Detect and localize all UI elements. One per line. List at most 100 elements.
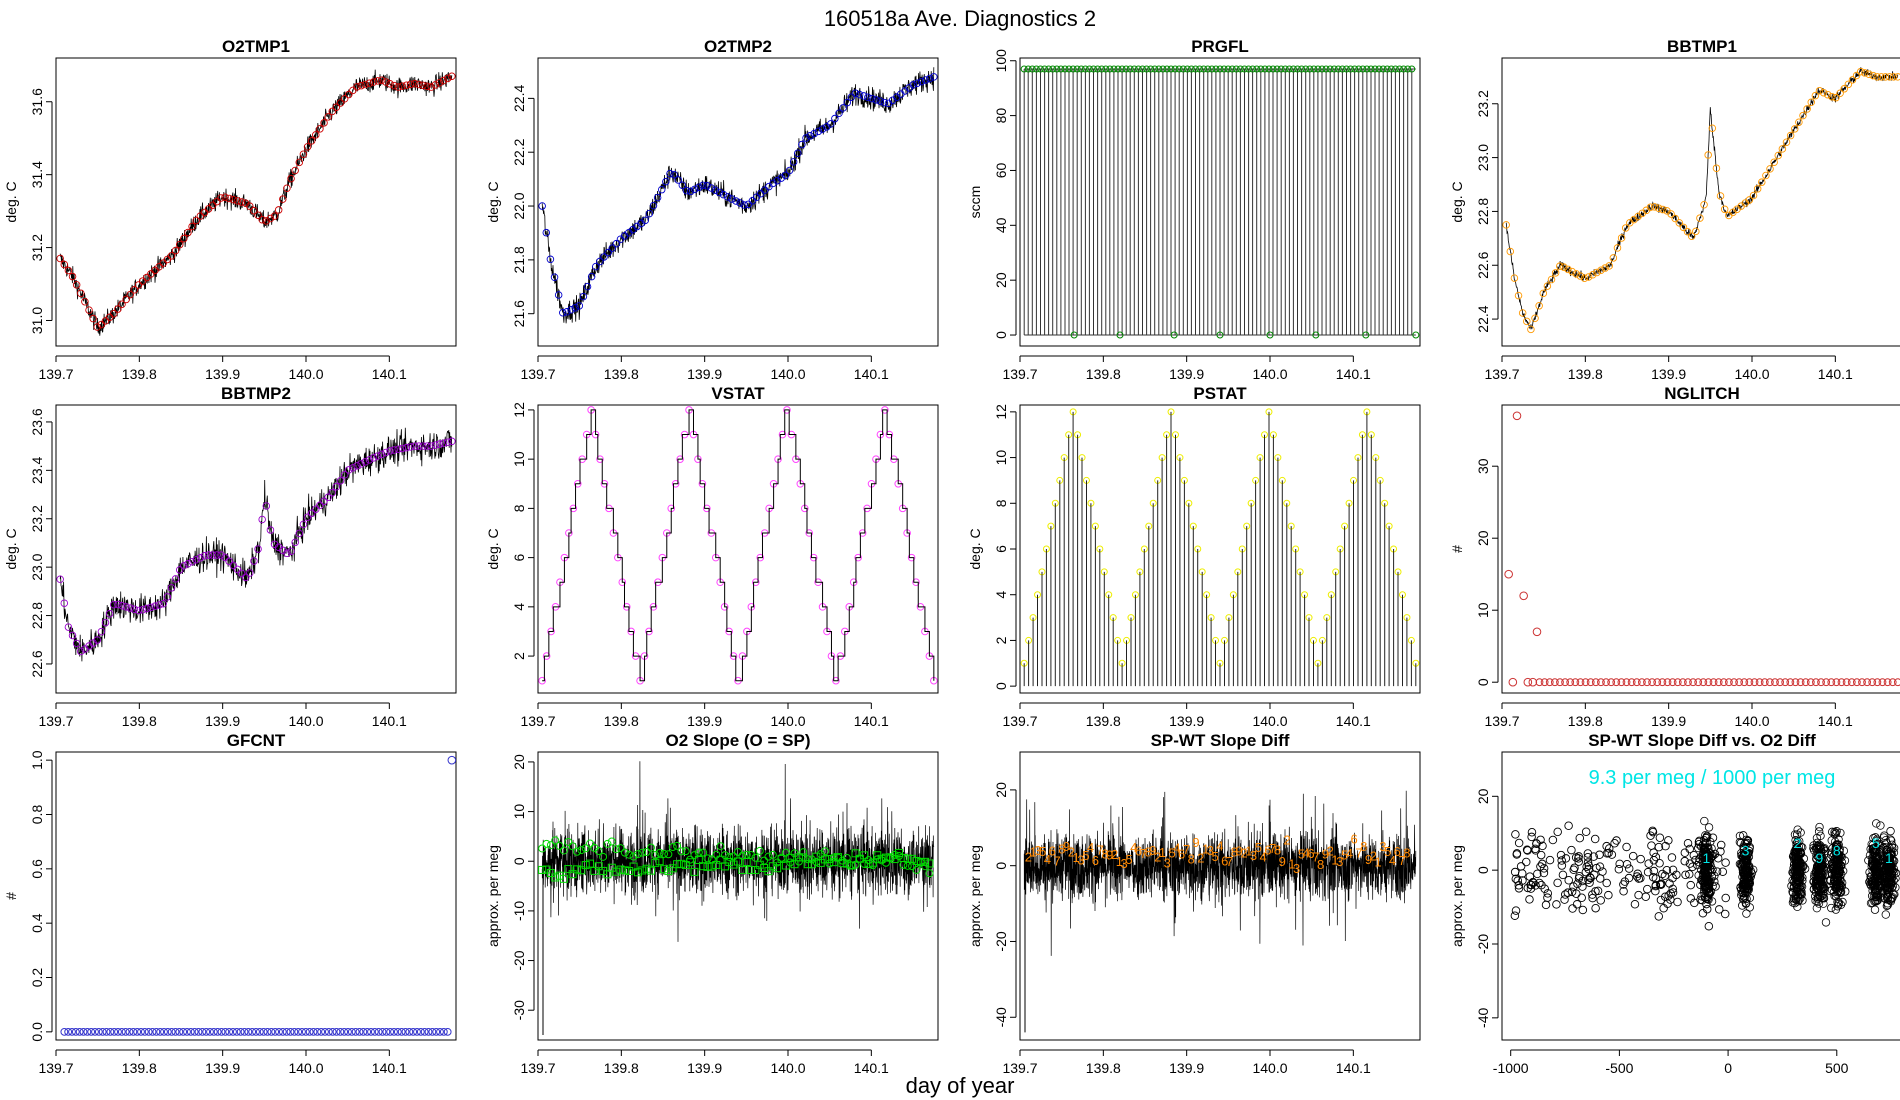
data-point	[1881, 880, 1890, 890]
data-point	[1155, 65, 1163, 73]
data-point	[794, 857, 803, 866]
data-point	[1581, 678, 1590, 687]
x-tick-label: 139.8	[1568, 366, 1603, 382]
data-point	[880, 98, 889, 107]
data-point	[155, 601, 163, 609]
data-point	[1819, 883, 1828, 892]
data-point	[703, 182, 711, 190]
data-point	[1277, 65, 1285, 73]
data-point	[328, 1027, 337, 1036]
data-point	[1673, 897, 1682, 907]
panel-o2-slope-o-sp: O2 Slope (O = SP) approx. per meg 139.7 139…	[485, 731, 939, 1076]
data-point	[1815, 844, 1825, 853]
data-point	[1557, 856, 1566, 865]
data-point	[1531, 314, 1539, 322]
data-point	[1867, 859, 1877, 868]
y-tick-label: 22.6	[1475, 251, 1491, 278]
data-point	[732, 197, 740, 205]
data-point	[1584, 864, 1593, 874]
data-point	[1535, 302, 1543, 310]
data-point	[1791, 859, 1801, 868]
data-point	[1789, 896, 1798, 905]
data-point	[1529, 878, 1538, 888]
data-point	[336, 1027, 345, 1036]
data-point	[555, 841, 564, 850]
point-label: 2	[1154, 849, 1161, 864]
data-point	[378, 1027, 387, 1036]
data-point	[198, 1027, 207, 1036]
data-point	[397, 1027, 406, 1036]
data-square	[912, 857, 921, 866]
data-point	[1584, 273, 1593, 281]
data-point	[307, 137, 316, 145]
panel-title: PRGFL	[1191, 37, 1249, 56]
data-point	[221, 553, 229, 562]
data-square	[895, 848, 904, 857]
data-square	[572, 865, 581, 874]
data-point	[1852, 678, 1861, 687]
data-point	[1020, 65, 1028, 73]
data-point	[1602, 878, 1611, 888]
data-square	[677, 859, 686, 868]
y-tick-label: -20	[511, 950, 527, 970]
data-square	[699, 862, 708, 871]
point-label: 4	[1173, 841, 1180, 856]
plot-frame	[55, 57, 457, 347]
data-point	[208, 551, 217, 559]
data-point	[571, 304, 579, 312]
data-point	[694, 848, 703, 857]
data-point	[1612, 678, 1621, 687]
y-tick-label: 0.4	[29, 913, 45, 933]
data-point	[1827, 903, 1836, 913]
data-square	[620, 866, 629, 875]
data-point	[229, 561, 238, 570]
y-tick-label: 20	[1475, 788, 1491, 804]
data-point	[345, 90, 353, 99]
data-point	[1598, 867, 1607, 876]
data-point	[781, 171, 790, 180]
data-point	[1815, 86, 1824, 95]
data-point	[587, 272, 596, 281]
data-square	[664, 867, 673, 876]
data-point	[439, 439, 448, 447]
data-point	[1391, 65, 1399, 73]
data-point	[1632, 678, 1641, 687]
point-label: 2	[1197, 851, 1204, 866]
data-point	[1595, 862, 1605, 871]
step-line	[542, 409, 935, 682]
data-point	[1510, 911, 1520, 920]
point-label: 6	[1394, 844, 1401, 859]
data-point	[1521, 857, 1531, 867]
data-point	[240, 1027, 249, 1036]
data-point	[586, 839, 595, 848]
point-label: 6	[1307, 846, 1314, 861]
data-point	[1553, 878, 1562, 888]
y-tick-label: 0	[993, 862, 1009, 870]
figure-xlabel: day of year	[906, 1073, 1015, 1098]
data-point	[1745, 196, 1754, 204]
data-point	[332, 482, 341, 491]
data-point	[313, 1027, 322, 1036]
data-point	[1822, 678, 1831, 687]
data-point	[1647, 841, 1656, 850]
x-tick-label: 139.7	[520, 713, 555, 729]
data-point	[1794, 849, 1803, 858]
data-square	[812, 852, 821, 861]
data-point	[1740, 839, 1750, 848]
data-square	[673, 860, 682, 869]
data-point	[805, 529, 814, 537]
data-point	[1574, 857, 1583, 866]
data-point	[1556, 262, 1564, 270]
data-point	[1816, 884, 1826, 894]
data-point	[1511, 874, 1521, 884]
data-point	[1597, 678, 1605, 687]
data-point	[1694, 678, 1703, 687]
data-point	[298, 1027, 306, 1036]
data-point	[1653, 678, 1662, 687]
data-point	[64, 623, 73, 631]
data-point	[1578, 905, 1588, 915]
data-point	[1705, 887, 1714, 896]
data-point	[225, 1027, 234, 1036]
data-point	[431, 81, 440, 89]
data-point	[1569, 882, 1578, 891]
